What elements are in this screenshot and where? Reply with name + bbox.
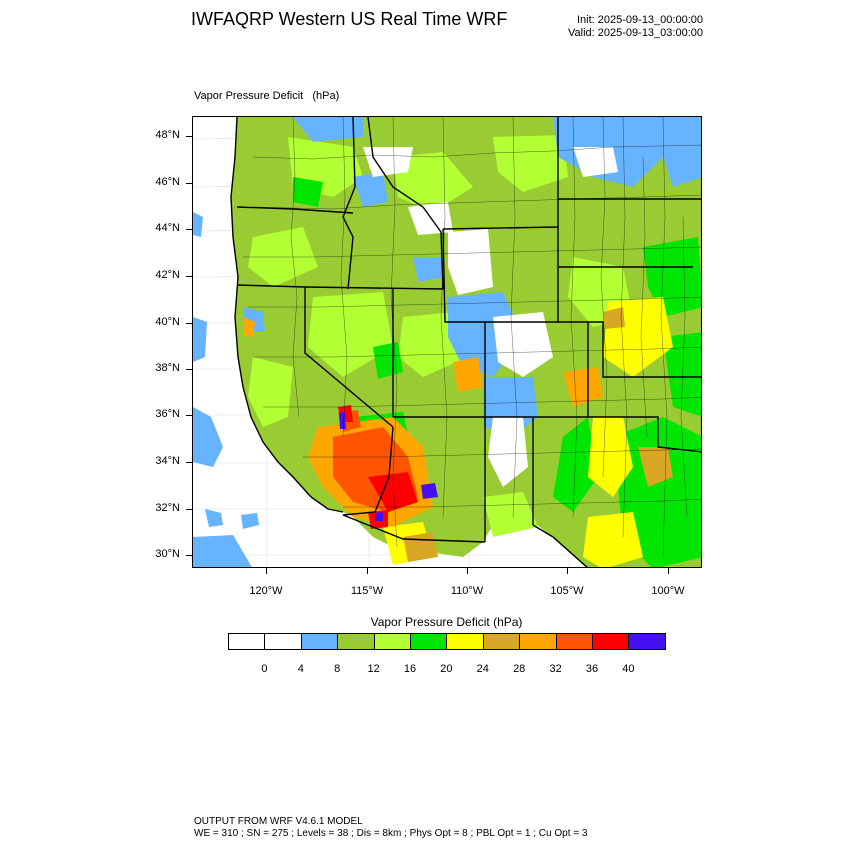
- colorbar-box: [300, 633, 339, 650]
- colorbar-box: [482, 633, 521, 650]
- lat-tick: [186, 415, 192, 416]
- colorbar-label: 40: [622, 663, 635, 675]
- lat-label: 44°N: [155, 222, 180, 234]
- colorbar-label: 16: [403, 663, 417, 675]
- colorbar-label: 24: [476, 663, 489, 675]
- colorbar-box: [555, 633, 593, 650]
- lat-tick: [186, 276, 192, 277]
- lat-label: 42°N: [155, 269, 180, 281]
- colorbar: [228, 633, 666, 650]
- footer-config-line: WE = 310 ; SN = 275 ; Levels = 38 ; Dis …: [194, 828, 588, 839]
- lat-tick: [186, 136, 192, 137]
- lon-label: 100°W: [651, 585, 685, 597]
- lon-label: 105°W: [550, 585, 584, 597]
- colorbar-label: 36: [585, 663, 599, 675]
- colorbar-box: [592, 633, 630, 650]
- colorbar-label: 4: [297, 663, 304, 675]
- lat-label: 46°N: [155, 176, 180, 188]
- lat-label: 48°N: [155, 129, 180, 141]
- colorbar-label: 8: [334, 663, 341, 675]
- lat-tick: [186, 509, 192, 510]
- lat-label: 36°N: [155, 408, 180, 420]
- lat-tick: [186, 183, 192, 184]
- colorbar-box: [410, 633, 448, 650]
- colorbar-label: 28: [513, 663, 526, 675]
- map-canvas: [193, 117, 701, 567]
- panel-label: Vapor Pressure Deficit (hPa): [194, 90, 340, 102]
- lon-tick: [367, 568, 368, 574]
- colorbar-box: [519, 633, 557, 650]
- valid-time: Valid: 2025-09-13_03:00:00: [568, 27, 703, 39]
- init-time: Init: 2025-09-13_00:00:00: [577, 14, 703, 26]
- lat-label: 38°N: [155, 362, 180, 374]
- colorbar-label: 32: [549, 663, 562, 675]
- lon-label: 120°W: [249, 585, 283, 597]
- colorbar-box: [373, 633, 411, 650]
- colorbar-box: [264, 633, 302, 650]
- lat-label: 34°N: [155, 455, 180, 467]
- colorbar-label: 12: [367, 663, 380, 675]
- main-title: IWFAQRP Western US Real Time WRF: [191, 9, 508, 29]
- colorbar-box: [337, 633, 375, 650]
- lat-label: 40°N: [155, 316, 180, 328]
- lon-tick: [668, 568, 669, 574]
- lat-tick: [186, 323, 192, 324]
- colorbar-box: [228, 633, 266, 650]
- lat-tick: [186, 555, 192, 556]
- lon-label: 115°W: [350, 585, 384, 597]
- colorbar-box: [446, 633, 484, 650]
- lon-tick: [266, 568, 267, 574]
- colorbar-box: [628, 633, 666, 650]
- colorbar-title: Vapor Pressure Deficit (hPa): [370, 615, 523, 629]
- colorbar-label: 0: [261, 663, 268, 675]
- lat-tick: [186, 462, 192, 463]
- lat-tick: [186, 229, 192, 230]
- footer-model-line: OUTPUT FROM WRF V4.6.1 MODEL: [194, 816, 363, 827]
- lon-label: 110°W: [450, 585, 484, 597]
- lat-label: 32°N: [155, 502, 180, 514]
- lat-label: 30°N: [155, 548, 180, 560]
- lon-tick: [467, 568, 468, 574]
- vpd-map: [192, 116, 702, 568]
- lat-tick: [186, 369, 192, 370]
- lon-tick: [567, 568, 568, 574]
- colorbar-label: 20: [440, 663, 453, 675]
